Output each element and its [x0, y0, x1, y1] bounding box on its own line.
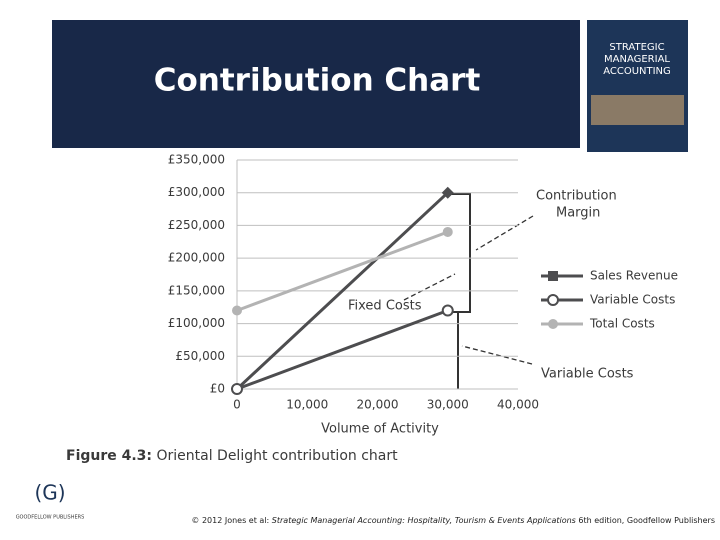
book-cover	[587, 20, 688, 152]
cover-title: ACCOUNTING	[603, 66, 671, 77]
x-tick-label: 0	[233, 398, 241, 412]
legend-marker	[548, 319, 558, 329]
legend-label: Variable Costs	[590, 293, 675, 307]
marker	[232, 305, 242, 316]
x-tick-label: 20,000	[357, 398, 399, 412]
x-tick-label: 10,000	[286, 398, 328, 412]
logo-mark: (G)	[34, 481, 65, 505]
y-tick-label: £50,000	[175, 349, 225, 363]
legend-label: Total Costs	[589, 317, 655, 331]
slide-title: Contribution Chart	[154, 63, 481, 99]
arrow	[403, 273, 456, 301]
marker	[442, 226, 453, 237]
header-band	[52, 20, 580, 148]
y-tick-label: £350,000	[168, 153, 225, 167]
arrow	[475, 215, 534, 251]
footer: © 2012 Jones et al: Strategic Managerial…	[191, 516, 715, 525]
legend-label: Sales Revenue	[590, 269, 678, 283]
annotation: Variable Costs	[541, 367, 634, 382]
marker	[441, 304, 454, 317]
y-tick-label: £250,000	[168, 218, 225, 232]
annotation: Margin	[556, 206, 600, 221]
brackets	[450, 193, 471, 389]
cover-title: MANAGERIAL	[604, 54, 670, 65]
annotation: Contribution	[536, 189, 617, 204]
legend-marker	[547, 294, 559, 306]
arrows	[403, 215, 534, 365]
x-tick-label: 40,000	[497, 398, 539, 412]
arrow	[461, 345, 533, 365]
cover-photo	[591, 95, 684, 125]
y-tick-label: £0	[210, 382, 225, 396]
series-line	[236, 309, 449, 391]
legend-marker	[548, 271, 558, 281]
x-axis-label: Volume of Activity	[321, 422, 439, 437]
logo-name: GOODFELLOW PUBLISHERS	[16, 515, 85, 521]
y-tick-label: £300,000	[168, 185, 225, 199]
marker	[231, 383, 243, 395]
y-tick-label: £150,000	[168, 283, 225, 297]
series-line	[235, 191, 449, 391]
y-tick-label: £100,000	[168, 316, 225, 330]
cover-title: STRATEGIC	[609, 42, 664, 53]
y-tick-label: £200,000	[168, 251, 225, 265]
series-line	[236, 230, 449, 312]
x-tick-label: 30,000	[427, 398, 469, 412]
caption: Figure 4.3: Oriental Delight contributio…	[66, 448, 398, 464]
annotation: Fixed Costs	[348, 299, 422, 314]
marker	[441, 186, 454, 199]
contribution-bracket	[450, 193, 471, 313]
